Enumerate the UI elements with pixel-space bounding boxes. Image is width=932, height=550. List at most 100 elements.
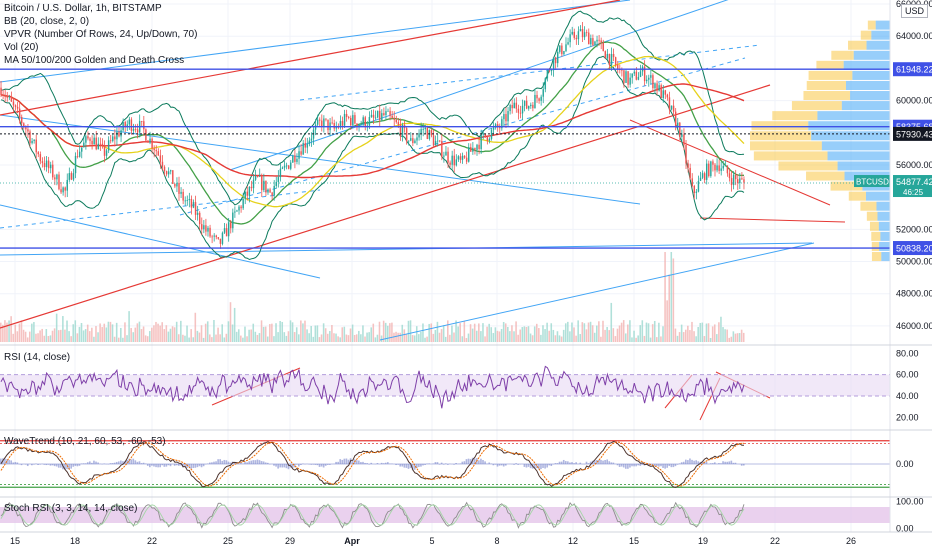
wt-hist-192 xyxy=(397,464,399,465)
vpvr-row-down-15 xyxy=(791,101,842,111)
rsi-label[interactable]: RSI (14, close) xyxy=(4,352,71,363)
volume-bar-23 xyxy=(47,336,50,342)
volume-bar-203 xyxy=(420,331,422,342)
wt-hist-21 xyxy=(43,464,46,465)
candle-body-331 xyxy=(685,144,687,164)
volume-bar-87 xyxy=(180,320,182,342)
wt-hist-232 xyxy=(480,458,482,464)
chart-legend: Bitcoin / U.S. Dollar, 1h, BITSTAMP BB (… xyxy=(4,2,197,67)
volume-bar-51 xyxy=(105,327,108,342)
candle-body-236 xyxy=(488,138,491,141)
volume-bar-118 xyxy=(244,326,246,342)
candle-body-190 xyxy=(393,118,395,120)
volume-bar-337 xyxy=(697,326,699,342)
volume-bar-205 xyxy=(424,337,426,342)
vpvr-row-down-18 xyxy=(808,70,853,80)
wt-hist-86 xyxy=(177,464,180,466)
volume-bar-112 xyxy=(231,324,234,342)
candle-body-284 xyxy=(588,32,590,45)
candle-body-253 xyxy=(523,100,526,106)
volume-bar-187 xyxy=(386,325,389,342)
wt-hist-354 xyxy=(732,462,735,464)
vpvr-row-down-19 xyxy=(816,60,844,70)
candle-body-106 xyxy=(219,238,222,244)
candle-body-41 xyxy=(85,136,87,143)
candle-body-244 xyxy=(505,114,507,122)
candle-body-6 xyxy=(12,101,15,106)
candle-body-81 xyxy=(167,171,170,175)
vpvr-row-up-16 xyxy=(850,91,890,101)
candle-body-24 xyxy=(49,164,52,169)
volume-bar-11 xyxy=(22,329,25,342)
wt-hist-158 xyxy=(326,464,329,465)
time-tick-12: 26 xyxy=(846,536,856,546)
wt-hist-264 xyxy=(546,464,548,468)
candle-body-241 xyxy=(499,127,501,129)
candle-body-113 xyxy=(234,211,236,213)
volume-bar-137 xyxy=(283,332,286,342)
candle-body-328 xyxy=(679,122,681,137)
symbol-title[interactable]: Bitcoin / U.S. Dollar, 1h, BITSTAMP xyxy=(4,3,162,14)
volume-bar-300 xyxy=(620,322,623,342)
candle-body-267 xyxy=(552,57,555,70)
candle-body-34 xyxy=(70,173,73,180)
wt-hist-71 xyxy=(146,464,149,466)
volume-bar-173 xyxy=(358,330,360,342)
candle-body-200 xyxy=(414,140,416,144)
currency-label[interactable]: USD xyxy=(900,4,928,18)
candle-body-330 xyxy=(683,134,685,145)
volume-bar-182 xyxy=(376,334,379,342)
wt-hist-58 xyxy=(120,460,122,464)
indicator-bb[interactable]: BB (20, close, 2, 0) xyxy=(4,16,90,27)
candle-body-243 xyxy=(503,114,505,120)
volume-bar-163 xyxy=(337,336,339,342)
volume-bar-295 xyxy=(610,302,613,342)
wt-hist-15 xyxy=(31,464,33,466)
volume-bar-35 xyxy=(72,324,74,342)
candle-body-210 xyxy=(434,141,437,146)
wavetrend-label[interactable]: WaveTrend (10, 21, 60, 53, -60, -53) xyxy=(4,436,166,447)
vpvr-row-down-13 xyxy=(751,121,809,131)
indicator-vpvr[interactable]: VPVR (Number Of Rows, 24, Up/Down, 70) xyxy=(4,29,198,40)
candle-body-186 xyxy=(385,111,387,116)
wt-hist-262 xyxy=(542,464,544,468)
candle-body-235 xyxy=(486,137,489,141)
wt-hist-116 xyxy=(240,462,242,464)
volume-bar-311 xyxy=(643,335,646,342)
volume-bar-122 xyxy=(252,323,255,342)
volume-bar-98 xyxy=(202,337,205,342)
candle-body-15 xyxy=(31,141,33,144)
candle-body-98 xyxy=(203,225,205,230)
candle-body-37 xyxy=(76,155,79,157)
volume-bar-277 xyxy=(573,327,575,342)
stochrsi-label[interactable]: Stoch RSI (3, 3, 14, 14, close) xyxy=(4,503,138,514)
indicator-ma[interactable]: MA 50/100/200 Golden and Death Cross xyxy=(4,55,185,66)
wt-hist-272 xyxy=(562,459,565,464)
indicator-vol[interactable]: Vol (20) xyxy=(4,42,39,53)
wt-hist-349 xyxy=(722,461,724,464)
volume-bar-156 xyxy=(322,323,325,342)
volume-bar-344 xyxy=(711,326,714,342)
wt-hist-249 xyxy=(515,463,517,464)
wt-hist-242 xyxy=(500,464,503,466)
wt-hist-2 xyxy=(4,458,6,464)
candle-body-265 xyxy=(548,70,551,72)
wt-hist-241 xyxy=(498,464,501,466)
candle-body-104 xyxy=(215,235,217,238)
candle-body-122 xyxy=(252,179,255,189)
wt-hist-23 xyxy=(47,464,50,465)
candle-body-358 xyxy=(741,178,743,180)
wt-hist-344 xyxy=(711,463,714,464)
candle-body-115 xyxy=(238,206,240,211)
wt-hist-136 xyxy=(281,464,284,468)
volume-bar-48 xyxy=(99,323,101,342)
wt-hist-233 xyxy=(482,460,484,464)
volume-bar-261 xyxy=(540,334,542,342)
candle-body-73 xyxy=(151,138,153,149)
candle-body-162 xyxy=(335,127,338,129)
candle-body-214 xyxy=(443,155,445,157)
volume-bar-229 xyxy=(473,323,476,342)
wt-hist-322 xyxy=(666,464,669,468)
candle-body-178 xyxy=(368,116,371,126)
